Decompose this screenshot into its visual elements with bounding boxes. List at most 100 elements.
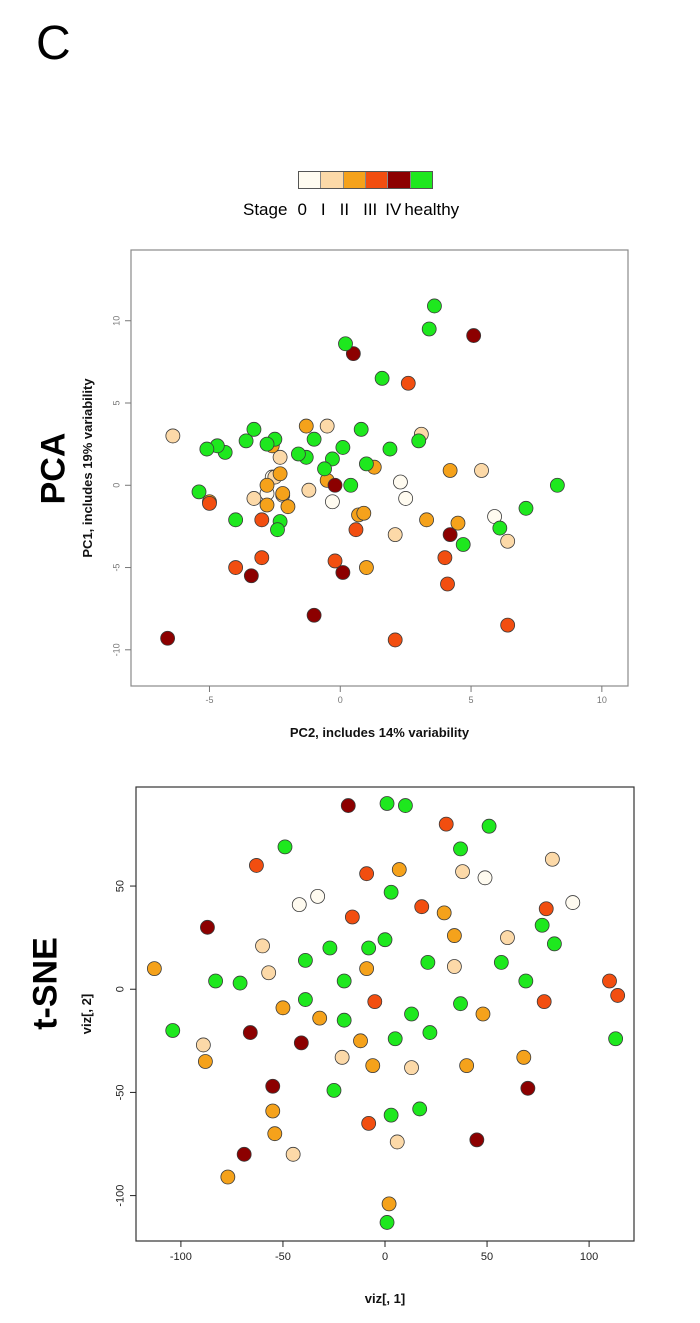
tsne-point-stage-0 <box>310 888 326 904</box>
pca-point-stage-iii <box>387 632 403 648</box>
tsne-point-stage-healthy <box>547 936 562 952</box>
pca-point-stage-healthy <box>238 433 254 449</box>
tsne-point-stage-healthy <box>336 973 352 989</box>
tsne-point-stage-healthy <box>534 917 550 933</box>
pca-y-tick-label: 5 <box>112 401 122 406</box>
pca-point-stage-iv <box>243 568 259 584</box>
pca-point-stage-iv <box>335 565 351 580</box>
tsne-x-tick-label: 100 <box>580 1251 598 1263</box>
pca-point-stage-ii <box>450 515 466 531</box>
pca-point-stage-healthy <box>343 477 359 493</box>
pca-point-stage-healthy <box>353 421 369 437</box>
pca-point-stage-ii <box>356 505 372 521</box>
tsne-point-stage-healthy <box>322 940 338 956</box>
pca-point-stage-iv <box>327 477 343 493</box>
stage-legend-labels: Stage 0 I II III IV healthy <box>243 200 459 220</box>
tsne-point-stage-ii <box>267 1126 283 1142</box>
pca-point-stage-healthy <box>325 451 340 467</box>
tsne-point-stage-ii <box>359 961 375 977</box>
tsne-point-stage-healthy <box>387 1031 403 1047</box>
legend-swatch-iv <box>387 172 410 188</box>
tsne-point-stage-ii <box>446 928 462 943</box>
tsne-point-stage-0 <box>477 870 493 886</box>
pca-point-stage-i <box>246 491 262 506</box>
pca-point-stage-healthy <box>291 446 306 462</box>
tsne-point-stage-ii <box>381 1196 397 1212</box>
tsne-point-stage-i <box>500 930 515 946</box>
tsne-point-stage-healthy <box>493 955 509 970</box>
panel-letter: C <box>36 17 71 70</box>
tsne-point-stage-healthy <box>298 952 313 968</box>
pca-point-stage-healthy <box>492 520 508 536</box>
tsne-point-stage-healthy <box>361 940 377 956</box>
tsne-point-stage-healthy <box>379 796 395 811</box>
pca-point-stage-healthy <box>455 537 471 552</box>
tsne-y-tick-label: 0 <box>114 986 126 992</box>
tsne-point-stage-healthy <box>383 1107 399 1123</box>
tsne-y-tick-label: -50 <box>114 1084 126 1100</box>
pca-point-stage-ii <box>280 499 296 515</box>
tsne-point-stage-healthy <box>608 1031 624 1047</box>
pca-point-stage-healthy <box>191 484 207 500</box>
pca-point-stage-ii <box>272 466 288 482</box>
tsne-y-axis-label: viz[, 2] <box>79 994 94 1034</box>
tsne-point-stage-ii <box>436 905 452 921</box>
pca-point-stage-0 <box>393 474 408 490</box>
tsne-point-stage-i <box>446 959 462 974</box>
pca-point-stage-ii <box>259 477 275 493</box>
legend-swatch-i <box>320 172 343 188</box>
tsne-point-stage-healthy <box>453 996 468 1012</box>
pca-point-stage-i <box>319 418 335 434</box>
tsne-point-stage-ii <box>353 1033 368 1049</box>
pca-point-stage-0 <box>398 491 414 506</box>
pca-point-stage-iii <box>348 522 364 538</box>
tsne-point-stage-healthy <box>165 1023 181 1038</box>
pca-point-stage-healthy <box>421 321 437 337</box>
tsne-point-stage-iii <box>602 973 617 989</box>
tsne-x-tick-label: 0 <box>382 1251 388 1263</box>
tsne-x-tick-label: -50 <box>275 1251 291 1263</box>
legend-label-ii: II <box>339 200 350 219</box>
tsne-point-stage-healthy <box>298 992 313 1007</box>
tsne-point-stage-iii <box>359 866 375 882</box>
pca-point-stage-iv <box>466 328 482 343</box>
pca-point-stage-ii <box>275 486 291 501</box>
pca-point-stage-iv <box>442 527 458 543</box>
pca-point-stage-i <box>387 527 403 543</box>
tsne-y-tick-label: -100 <box>114 1185 126 1207</box>
tsne-y-tick-label: 50 <box>114 880 126 892</box>
tsne-point-stage-ii <box>475 1006 491 1022</box>
pca-point-stage-i <box>500 533 516 549</box>
tsne-point-stage-iv <box>200 919 215 935</box>
tsne-point-stage-ii <box>312 1010 328 1026</box>
legend-swatch-ii <box>342 172 365 188</box>
tsne-point-stage-healthy <box>208 973 223 989</box>
tsne-point-stage-healthy <box>326 1082 342 1098</box>
tsne-point-stage-i <box>404 1060 419 1076</box>
tsne-point-stage-ii <box>391 862 407 877</box>
tsne-point-stage-healthy <box>383 884 399 900</box>
tsne-point-stage-i <box>389 1134 405 1150</box>
pca-plot-frame <box>130 249 629 687</box>
pca-point-stage-i <box>301 482 317 498</box>
pca-x-tick-label: 0 <box>338 695 343 705</box>
tsne-point-stage-iii <box>367 994 383 1010</box>
tsne-point-stage-i <box>544 851 560 867</box>
pca-point-stage-iii <box>254 550 270 566</box>
tsne-point-stage-iv <box>236 1146 252 1162</box>
pca-y-tick-label: 10 <box>112 316 122 326</box>
pca-x-tick-label: 10 <box>597 695 607 705</box>
tsne-point-stage-healthy <box>377 932 393 948</box>
pca-point-stage-healthy <box>259 436 275 452</box>
pca-point-stage-iv <box>160 630 176 646</box>
tsne-point-stage-healthy <box>404 1006 419 1022</box>
tsne-point-stage-iv <box>340 798 356 813</box>
pca-point-stage-ii <box>419 512 434 528</box>
tsne-point-stage-iv <box>242 1025 258 1040</box>
tsne-point-stage-i <box>261 965 277 981</box>
pca-point-stage-i <box>474 463 489 478</box>
tsne-point-stage-healthy <box>398 798 413 813</box>
tsne-point-stage-healthy <box>422 1025 438 1040</box>
pca-point-stage-healthy <box>228 512 244 528</box>
tsne-point-stage-healthy <box>379 1215 395 1230</box>
